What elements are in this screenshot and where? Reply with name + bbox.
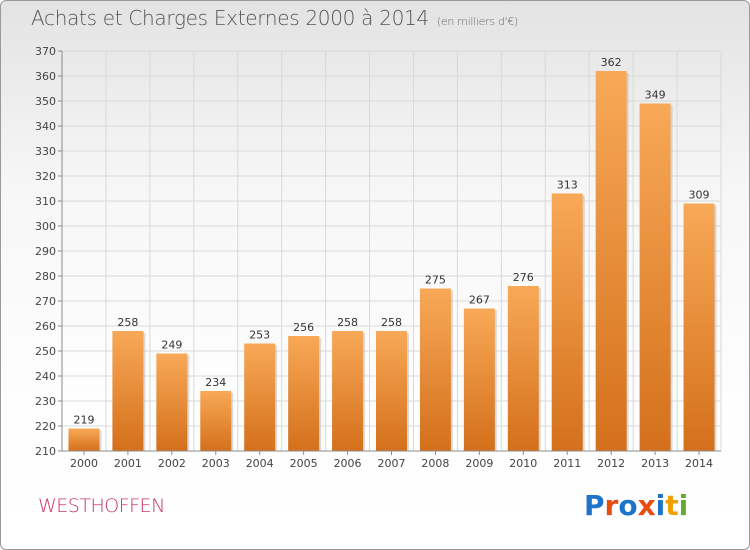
y-tick-label: 350: [35, 95, 56, 108]
x-tick-label: 2002: [158, 457, 186, 470]
data-label: 256: [293, 321, 314, 334]
x-tick-label: 2005: [290, 457, 318, 470]
y-tick-label: 270: [35, 295, 56, 308]
y-tick-label: 260: [35, 320, 56, 333]
y-tick-label: 320: [35, 170, 56, 183]
commune-name: WESTHOFFEN: [38, 495, 165, 517]
bar: [463, 308, 495, 451]
bar: [419, 288, 451, 451]
bars: [68, 71, 717, 451]
x-tick-label: 2007: [378, 457, 406, 470]
bar: [156, 353, 188, 451]
y-tick-label: 240: [35, 370, 56, 383]
y-tick-label: 370: [35, 45, 56, 58]
x-tick-label: 2012: [597, 457, 625, 470]
data-label: 267: [469, 294, 490, 307]
x-tick-label: 2011: [553, 457, 581, 470]
x-tick-label: 2004: [246, 457, 274, 470]
bar: [639, 103, 671, 451]
bar: [112, 331, 144, 451]
y-tick-label: 250: [35, 345, 56, 358]
logo-letter: r: [604, 489, 619, 522]
bar: [551, 193, 583, 451]
y-tick-label: 220: [35, 420, 56, 433]
data-label: 258: [117, 316, 138, 329]
data-label: 362: [601, 56, 622, 69]
y-tick-label: 340: [35, 120, 56, 133]
bar: [288, 336, 320, 451]
bar: [595, 71, 627, 451]
data-labels: 219 258 249 234 253 256 258 258 275 267 276 313 362 3…: [73, 56, 709, 427]
x-tick-label: 2010: [509, 457, 537, 470]
axes: 210 220 230 240 250 260 270 280 290 300 310 320 330 3…: [35, 45, 721, 470]
logo-letter: i: [678, 489, 689, 522]
bar: [68, 428, 100, 451]
chart-title: Achats et Charges Externes 2000 à 2014 (e…: [31, 6, 518, 30]
data-label: 276: [513, 271, 534, 284]
bar: [200, 391, 232, 451]
data-label: 258: [381, 316, 402, 329]
data-label: 219: [73, 414, 94, 427]
bar: [683, 203, 715, 451]
data-label: 234: [205, 376, 226, 389]
bar: [332, 331, 364, 451]
y-tick-label: 210: [35, 445, 56, 458]
chart-title-text: Achats et Charges Externes 2000 à 2014: [31, 6, 429, 30]
y-tick-label: 280: [35, 270, 56, 283]
y-tick-label: 230: [35, 395, 56, 408]
data-label: 249: [161, 339, 182, 352]
data-label: 313: [557, 179, 578, 192]
y-tick-label: 300: [35, 220, 56, 233]
bar: [507, 286, 539, 451]
bar: [376, 331, 407, 451]
y-tick-label: 360: [35, 70, 56, 83]
chart-subtitle: (en milliers d'€): [436, 15, 519, 28]
x-tick-label: 2003: [202, 457, 230, 470]
bar: [244, 343, 276, 451]
data-label: 258: [337, 316, 358, 329]
logo-letter: i: [655, 489, 666, 522]
logo-letter: x: [637, 489, 656, 522]
data-label: 309: [689, 189, 710, 202]
x-tick-label: 2009: [465, 457, 493, 470]
x-tick-label: 2013: [641, 457, 669, 470]
logo-letter: o: [618, 489, 638, 522]
y-tick-label: 290: [35, 245, 56, 258]
x-tick-label: 2006: [334, 457, 362, 470]
y-tick-label: 330: [35, 145, 56, 158]
logo-letter: P: [584, 489, 605, 522]
y-tick-label: 310: [35, 195, 56, 208]
data-label: 275: [425, 274, 446, 287]
x-tick-label: 2014: [685, 457, 713, 470]
x-tick-label: 2008: [421, 457, 449, 470]
x-tick-label: 2000: [70, 457, 98, 470]
data-label: 349: [645, 89, 666, 102]
logo-letter: t: [665, 489, 679, 522]
data-label: 253: [249, 329, 270, 342]
x-tick-label: 2001: [114, 457, 142, 470]
proxiti-logo: Proxiti: [584, 489, 688, 522]
